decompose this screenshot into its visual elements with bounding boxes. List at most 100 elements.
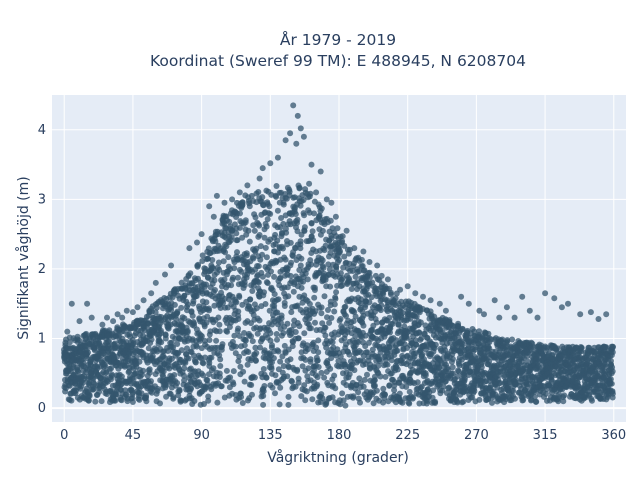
- data-point-outlier: [198, 231, 205, 238]
- data-point: [264, 216, 271, 223]
- data-point: [245, 349, 252, 355]
- data-point: [185, 355, 192, 362]
- data-point: [247, 296, 254, 303]
- data-point: [312, 319, 318, 326]
- data-point: [237, 390, 244, 397]
- data-point: [233, 299, 240, 306]
- data-point: [246, 203, 253, 210]
- data-point: [355, 389, 362, 396]
- data-point: [168, 307, 175, 313]
- data-point: [322, 324, 329, 331]
- data-point-outlier: [152, 279, 159, 286]
- data-point-outlier: [186, 245, 193, 252]
- data-point: [214, 399, 221, 406]
- data-point: [321, 293, 328, 300]
- data-point: [360, 322, 367, 329]
- data-point: [106, 338, 112, 345]
- data-point: [294, 216, 301, 223]
- data-point: [188, 308, 195, 315]
- x-tick-labels: 0 45 90 135 180 225 270 315 360: [60, 428, 626, 443]
- data-point: [236, 353, 243, 360]
- data-point-outlier: [148, 290, 155, 297]
- data-point: [561, 392, 568, 399]
- chart-title-line2: Koordinat (Sweref 99 TM): E 488945, N 62…: [150, 52, 526, 70]
- data-point: [304, 276, 311, 283]
- x-tick-label: 135: [258, 428, 283, 443]
- data-point: [249, 288, 256, 294]
- data-point: [86, 392, 93, 399]
- data-point-outlier: [551, 295, 558, 302]
- data-point: [174, 308, 181, 315]
- data-point: [192, 359, 199, 366]
- data-point: [130, 375, 137, 382]
- data-point: [202, 337, 208, 344]
- data-point: [237, 210, 243, 217]
- data-point: [162, 331, 169, 338]
- data-point: [509, 336, 516, 343]
- data-point: [266, 203, 273, 210]
- data-point: [173, 316, 180, 323]
- data-point: [331, 308, 338, 315]
- data-point: [261, 383, 268, 389]
- data-point: [251, 374, 258, 381]
- data-point: [285, 293, 292, 300]
- data-point: [406, 400, 413, 407]
- data-point: [102, 363, 109, 370]
- data-point: [216, 374, 223, 380]
- data-point: [181, 365, 188, 372]
- data-point: [292, 329, 299, 335]
- data-point: [348, 286, 355, 292]
- data-point-outlier: [244, 182, 251, 189]
- data-point: [257, 256, 264, 263]
- data-point: [260, 366, 267, 372]
- data-point-outlier: [351, 245, 358, 252]
- data-point: [272, 372, 279, 379]
- data-point: [336, 257, 343, 263]
- data-point: [255, 279, 262, 286]
- data-point: [287, 356, 294, 363]
- data-point: [242, 219, 249, 226]
- data-point: [233, 230, 240, 237]
- data-point-outlier: [481, 311, 487, 318]
- data-point: [187, 270, 194, 277]
- data-point: [301, 212, 308, 219]
- x-tick-label: 225: [395, 428, 420, 443]
- data-point: [218, 383, 225, 390]
- data-point-outlier: [577, 311, 584, 318]
- data-point: [203, 299, 210, 306]
- y-tick-label: 1: [38, 332, 46, 347]
- x-tick-label: 270: [464, 428, 489, 443]
- data-point-outlier: [534, 314, 541, 321]
- data-point: [432, 341, 439, 348]
- data-point: [189, 312, 196, 319]
- data-point: [178, 347, 185, 354]
- data-point: [278, 315, 285, 322]
- data-point: [262, 244, 269, 251]
- data-point: [297, 245, 304, 252]
- data-point: [216, 328, 223, 335]
- data-point: [249, 338, 256, 345]
- data-point: [267, 330, 274, 337]
- data-point: [112, 397, 119, 404]
- data-point-outlier: [282, 137, 289, 144]
- data-point: [327, 365, 334, 372]
- data-point: [373, 319, 380, 326]
- data-point: [96, 388, 103, 395]
- data-point-outlier: [114, 311, 121, 318]
- data-point: [122, 387, 129, 394]
- data-point: [471, 388, 478, 395]
- data-point: [68, 397, 75, 404]
- data-point: [213, 337, 220, 344]
- data-point: [277, 384, 284, 391]
- data-point: [533, 398, 540, 405]
- data-point: [307, 190, 314, 197]
- data-point: [129, 391, 136, 398]
- data-point: [236, 292, 243, 299]
- data-point: [342, 303, 349, 310]
- data-point: [256, 222, 263, 229]
- data-point: [235, 308, 242, 315]
- data-point: [314, 357, 321, 364]
- data-point: [290, 288, 297, 295]
- data-point: [274, 336, 280, 343]
